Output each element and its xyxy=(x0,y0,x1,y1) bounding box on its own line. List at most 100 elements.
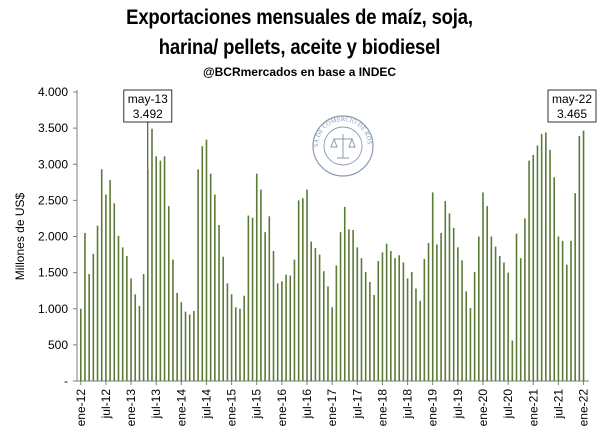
bar xyxy=(406,278,409,381)
x-tick-label: ene-18 xyxy=(375,389,389,427)
bar xyxy=(147,169,149,381)
bar xyxy=(494,246,497,381)
bars-group xyxy=(79,128,585,381)
bar xyxy=(385,243,388,381)
bar xyxy=(322,271,325,381)
logo-inner-ring xyxy=(323,126,363,166)
bar xyxy=(528,160,530,381)
x-tick-label: jul-21 xyxy=(551,389,565,420)
x-tick-label: jul-12 xyxy=(99,389,113,420)
x-tick-label: jul-17 xyxy=(350,389,364,420)
bar xyxy=(519,258,522,381)
bar xyxy=(138,305,141,381)
scales-icon xyxy=(330,134,356,159)
bar xyxy=(214,194,216,381)
bar xyxy=(482,192,484,381)
bar xyxy=(448,213,451,381)
bar xyxy=(343,206,346,381)
bar xyxy=(142,274,145,381)
bar xyxy=(306,189,308,381)
bar xyxy=(121,247,124,381)
bar xyxy=(536,145,539,381)
bar xyxy=(105,194,107,381)
bar xyxy=(423,258,426,381)
bar xyxy=(419,300,421,381)
y-tick-label: 500 xyxy=(48,338,68,352)
bar xyxy=(126,256,128,381)
bar xyxy=(461,260,463,381)
callout-box xyxy=(547,89,597,123)
bar xyxy=(197,169,199,381)
bar xyxy=(373,295,375,381)
bar xyxy=(151,128,153,381)
bar xyxy=(159,160,162,381)
x-tick-label: jul-16 xyxy=(300,389,314,420)
bar xyxy=(184,311,187,381)
bar xyxy=(222,256,225,381)
bar xyxy=(570,240,572,381)
bar xyxy=(193,310,195,381)
bar xyxy=(176,292,178,381)
bar xyxy=(498,256,501,381)
bar xyxy=(565,264,568,381)
x-tick-label: jul-20 xyxy=(501,389,515,420)
bar xyxy=(281,281,283,381)
callout-value: 3.492 xyxy=(133,107,163,121)
bar xyxy=(360,258,363,381)
x-tick-label: ene-15 xyxy=(225,389,239,427)
bar xyxy=(272,250,275,381)
bar xyxy=(557,236,560,381)
x-tick-label: ene-16 xyxy=(275,389,289,427)
bar xyxy=(457,247,459,381)
x-tick-label: jul-13 xyxy=(149,389,163,420)
bar xyxy=(230,294,233,381)
bar xyxy=(440,232,442,381)
bar xyxy=(180,302,183,381)
bar xyxy=(402,262,405,381)
x-tick-label: jul-18 xyxy=(401,389,415,420)
x-tick-label: ene-20 xyxy=(476,389,490,427)
x-tick-label: ene-12 xyxy=(74,389,88,427)
bar xyxy=(260,189,262,381)
bar xyxy=(452,227,455,381)
chart-title-line-2: harina/ pellets, aceite y biodiesel xyxy=(158,36,441,59)
bar xyxy=(226,283,229,381)
bar xyxy=(415,288,417,381)
y-tick-label: 2.500 xyxy=(38,193,68,207)
bar xyxy=(264,232,266,381)
bar xyxy=(243,295,245,381)
bar xyxy=(469,308,472,381)
bar xyxy=(293,259,296,381)
bar xyxy=(503,262,505,381)
y-axis-title: Millones de US$ xyxy=(13,192,27,280)
bar xyxy=(218,224,220,381)
bar xyxy=(163,156,166,381)
x-tick-label: ene-14 xyxy=(174,389,188,427)
y-tick-label: 2.000 xyxy=(38,230,68,244)
y-tick-label: 3.500 xyxy=(38,121,68,135)
bar xyxy=(545,132,547,381)
y-tick-label: - xyxy=(64,374,68,388)
bar xyxy=(84,232,86,381)
bar xyxy=(465,291,468,381)
bar xyxy=(251,217,254,381)
x-tick-label: ene-22 xyxy=(577,389,591,427)
bar xyxy=(540,133,543,381)
bar xyxy=(431,192,434,381)
bar xyxy=(188,314,191,381)
callout-value: 3.465 xyxy=(557,107,587,121)
bar xyxy=(578,136,581,381)
bar xyxy=(553,177,556,381)
bar xyxy=(377,261,380,381)
y-tick-label: 1.000 xyxy=(38,302,68,316)
bar xyxy=(486,206,488,381)
axes-group: - 500 1.000 1.500 2.000 2.500 3.000 3.500 4.000 M… xyxy=(13,85,591,426)
bar xyxy=(348,229,350,381)
bar xyxy=(100,169,103,381)
callout-period: may-13 xyxy=(128,92,168,106)
x-tick-label: ene-19 xyxy=(426,389,440,427)
bar xyxy=(285,274,287,381)
bar xyxy=(507,272,509,381)
bar xyxy=(436,244,438,381)
